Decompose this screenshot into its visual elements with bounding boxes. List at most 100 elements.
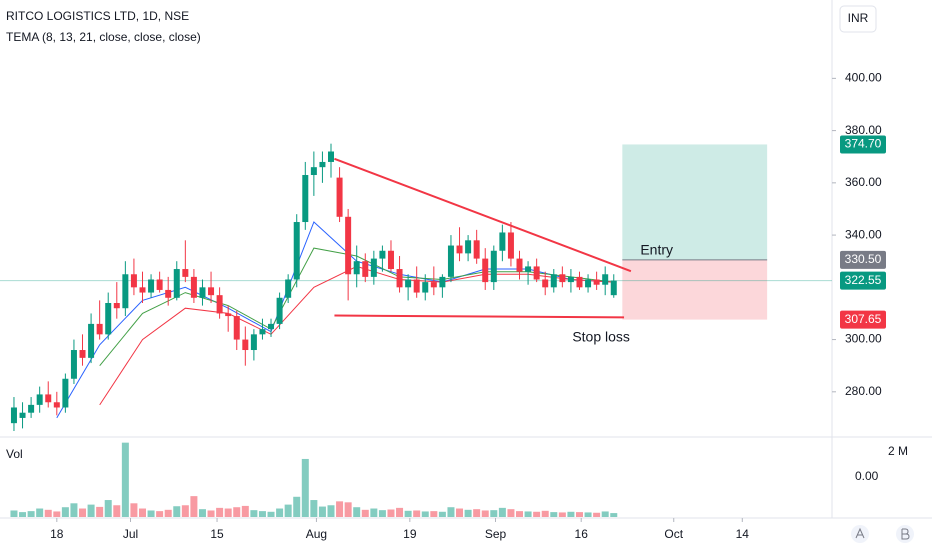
candle-body — [379, 250, 386, 259]
candle-body — [439, 276, 446, 288]
auto-scale-icon[interactable] — [855, 527, 865, 539]
stop-text: Stop loss — [572, 328, 630, 344]
x-tick-label: Oct — [664, 527, 683, 541]
candle-body — [293, 222, 300, 280]
candle-body — [593, 279, 600, 285]
candle-body — [542, 279, 549, 288]
candle-body — [456, 245, 463, 254]
volume-bar — [96, 506, 104, 517]
stop-price-box — [840, 310, 886, 329]
volume-bar — [19, 512, 27, 517]
volume-bar — [498, 507, 506, 517]
candle-body — [45, 394, 52, 403]
candle-body — [285, 279, 292, 298]
volume-bar — [276, 508, 284, 517]
log-scale-icon[interactable] — [901, 528, 910, 540]
volume-bar — [61, 507, 69, 517]
volume-bar — [584, 512, 592, 517]
volume-bar — [121, 442, 129, 517]
volume-bar — [44, 509, 52, 517]
volume-bar — [378, 510, 386, 517]
x-tick-label: Jul — [123, 527, 138, 541]
auto-scale-button[interactable] — [851, 525, 869, 543]
volume-bar — [550, 512, 558, 517]
candle-body — [62, 378, 69, 408]
volume-bar — [473, 509, 481, 517]
volume-bar — [293, 496, 301, 517]
y-tick-label: 400.00 — [845, 71, 882, 85]
volume-readout: 0.00 — [855, 469, 879, 483]
x-tick-label: 14 — [736, 527, 750, 541]
candle-body — [387, 250, 394, 270]
candle-body — [490, 250, 497, 283]
volume-pane — [10, 442, 618, 517]
volume-bar — [241, 505, 249, 517]
y-tick-label: 300.00 — [845, 332, 882, 346]
volume-bar — [147, 510, 155, 517]
volume-bar — [413, 510, 421, 517]
candle-body — [567, 276, 574, 283]
volume-bar — [113, 505, 121, 517]
volume-bar — [190, 496, 198, 517]
candle-body — [250, 334, 257, 351]
volume-label: Vol — [6, 447, 23, 461]
volume-bar — [533, 511, 541, 517]
candle-body — [345, 216, 352, 275]
candle-body — [465, 240, 472, 254]
candle-body — [559, 274, 566, 283]
volume-bar — [10, 510, 18, 517]
candle-body — [113, 303, 120, 309]
volume-bar — [327, 505, 335, 517]
candle-body — [173, 269, 180, 298]
candle-body — [268, 323, 275, 330]
candle-body — [233, 316, 240, 340]
trend-line — [334, 157, 632, 273]
candle-body — [199, 287, 206, 298]
candle-body — [370, 258, 377, 277]
candle-body — [533, 266, 540, 280]
x-tick-label: Aug — [306, 527, 327, 541]
volume-bar — [79, 508, 87, 517]
volume-bar — [164, 509, 172, 517]
candle-body — [28, 404, 35, 413]
candle-body — [79, 350, 86, 358]
currency-button[interactable] — [839, 5, 877, 33]
candle-body — [396, 269, 403, 288]
volume-bar — [284, 504, 292, 517]
x-tick-label: Sep — [485, 527, 507, 541]
candle-body — [165, 289, 172, 298]
candle-body — [156, 279, 163, 290]
volume-bar — [198, 509, 206, 517]
candle-body — [130, 274, 137, 288]
volume-bar — [421, 511, 429, 517]
volume-bar — [456, 508, 464, 517]
volume-bar — [104, 500, 112, 517]
currency-label[interactable]: INR — [848, 11, 869, 25]
candle-body — [225, 313, 232, 317]
candle-body — [19, 412, 26, 418]
candle-body — [610, 280, 617, 296]
y-tick-label: 380.00 — [845, 123, 882, 137]
candle-body — [473, 240, 480, 259]
candle-body — [190, 276, 197, 298]
volume-bar — [224, 508, 232, 517]
volume-bar — [156, 511, 164, 517]
volume-bar — [344, 502, 352, 517]
volume-bar — [353, 507, 361, 517]
volume-bar — [130, 503, 138, 517]
volume-bar — [430, 511, 438, 517]
volume-bar — [464, 509, 472, 517]
indicator-label: TEMA (8, 13, 21, close, close, close) — [6, 30, 201, 44]
volume-bar — [181, 505, 189, 517]
candle-body — [208, 287, 215, 296]
volume-bar — [524, 511, 532, 517]
candle-body — [36, 394, 43, 405]
candle-body — [122, 274, 129, 309]
candle-body — [105, 303, 112, 335]
candle-body — [422, 282, 429, 293]
candle-body — [276, 297, 283, 324]
entry-price-box — [840, 250, 886, 269]
volume-bar — [507, 509, 515, 517]
volume-bar — [490, 510, 498, 517]
